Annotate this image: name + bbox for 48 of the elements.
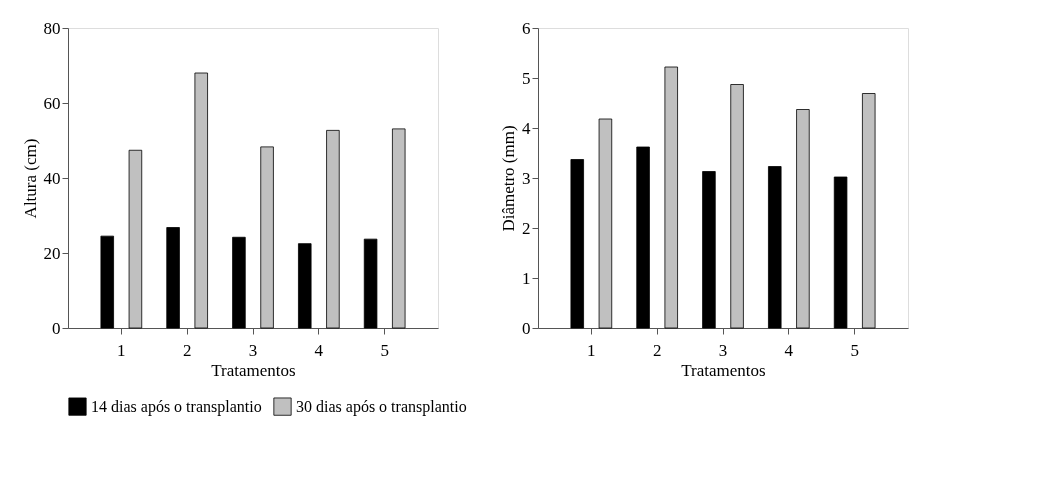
bar xyxy=(363,238,378,329)
bar xyxy=(260,146,274,329)
x-tick-label: 2 xyxy=(652,340,662,360)
bar xyxy=(166,227,180,329)
x-axis-title: Tratamentos xyxy=(211,360,296,380)
bar xyxy=(232,236,246,329)
y-tick-label: 6 xyxy=(522,18,531,38)
x-tick-label: 4 xyxy=(784,340,794,360)
bar xyxy=(570,159,584,329)
bar xyxy=(392,128,406,329)
bar xyxy=(128,149,143,329)
x-tick-label: 1 xyxy=(587,340,596,360)
bar xyxy=(598,118,613,329)
y-axis-title: Altura (cm) xyxy=(20,138,40,219)
bar xyxy=(664,66,678,329)
bar xyxy=(796,109,810,329)
legend-label: 30 dias após o transplantio xyxy=(296,397,467,416)
x-tick-label: 4 xyxy=(314,340,324,360)
y-tick-label: 5 xyxy=(522,68,531,88)
x-tick-label: 2 xyxy=(182,340,192,360)
y-tick-label: 80 xyxy=(43,18,61,38)
bar xyxy=(862,93,876,329)
y-tick-label: 40 xyxy=(43,168,61,188)
bar xyxy=(730,84,744,329)
y-tick-label: 0 xyxy=(52,318,61,338)
y-tick-label: 20 xyxy=(43,243,61,263)
x-tick-label: 3 xyxy=(718,340,728,360)
y-tick-label: 2 xyxy=(522,218,531,238)
x-tick-label: 3 xyxy=(248,340,258,360)
y-tick-label: 60 xyxy=(43,93,61,113)
bar xyxy=(702,171,716,329)
y-tick-label: 4 xyxy=(522,118,531,138)
legend-label: 14 dias após o transplantio xyxy=(91,397,262,416)
bar xyxy=(768,166,782,329)
y-axis-title: Diâmetro (mm) xyxy=(499,125,518,232)
x-tick-label: 5 xyxy=(380,340,389,360)
bar xyxy=(100,235,114,329)
x-tick-label: 1 xyxy=(117,340,126,360)
bar xyxy=(636,146,650,329)
bar xyxy=(298,243,312,329)
bar xyxy=(194,72,208,329)
bar xyxy=(833,176,848,329)
y-tick-label: 1 xyxy=(522,268,531,288)
x-axis-title: Tratamentos xyxy=(681,360,766,380)
y-tick-label: 0 xyxy=(522,318,531,338)
bar xyxy=(326,129,340,329)
x-tick-label: 5 xyxy=(850,340,859,360)
y-tick-label: 3 xyxy=(522,168,531,188)
